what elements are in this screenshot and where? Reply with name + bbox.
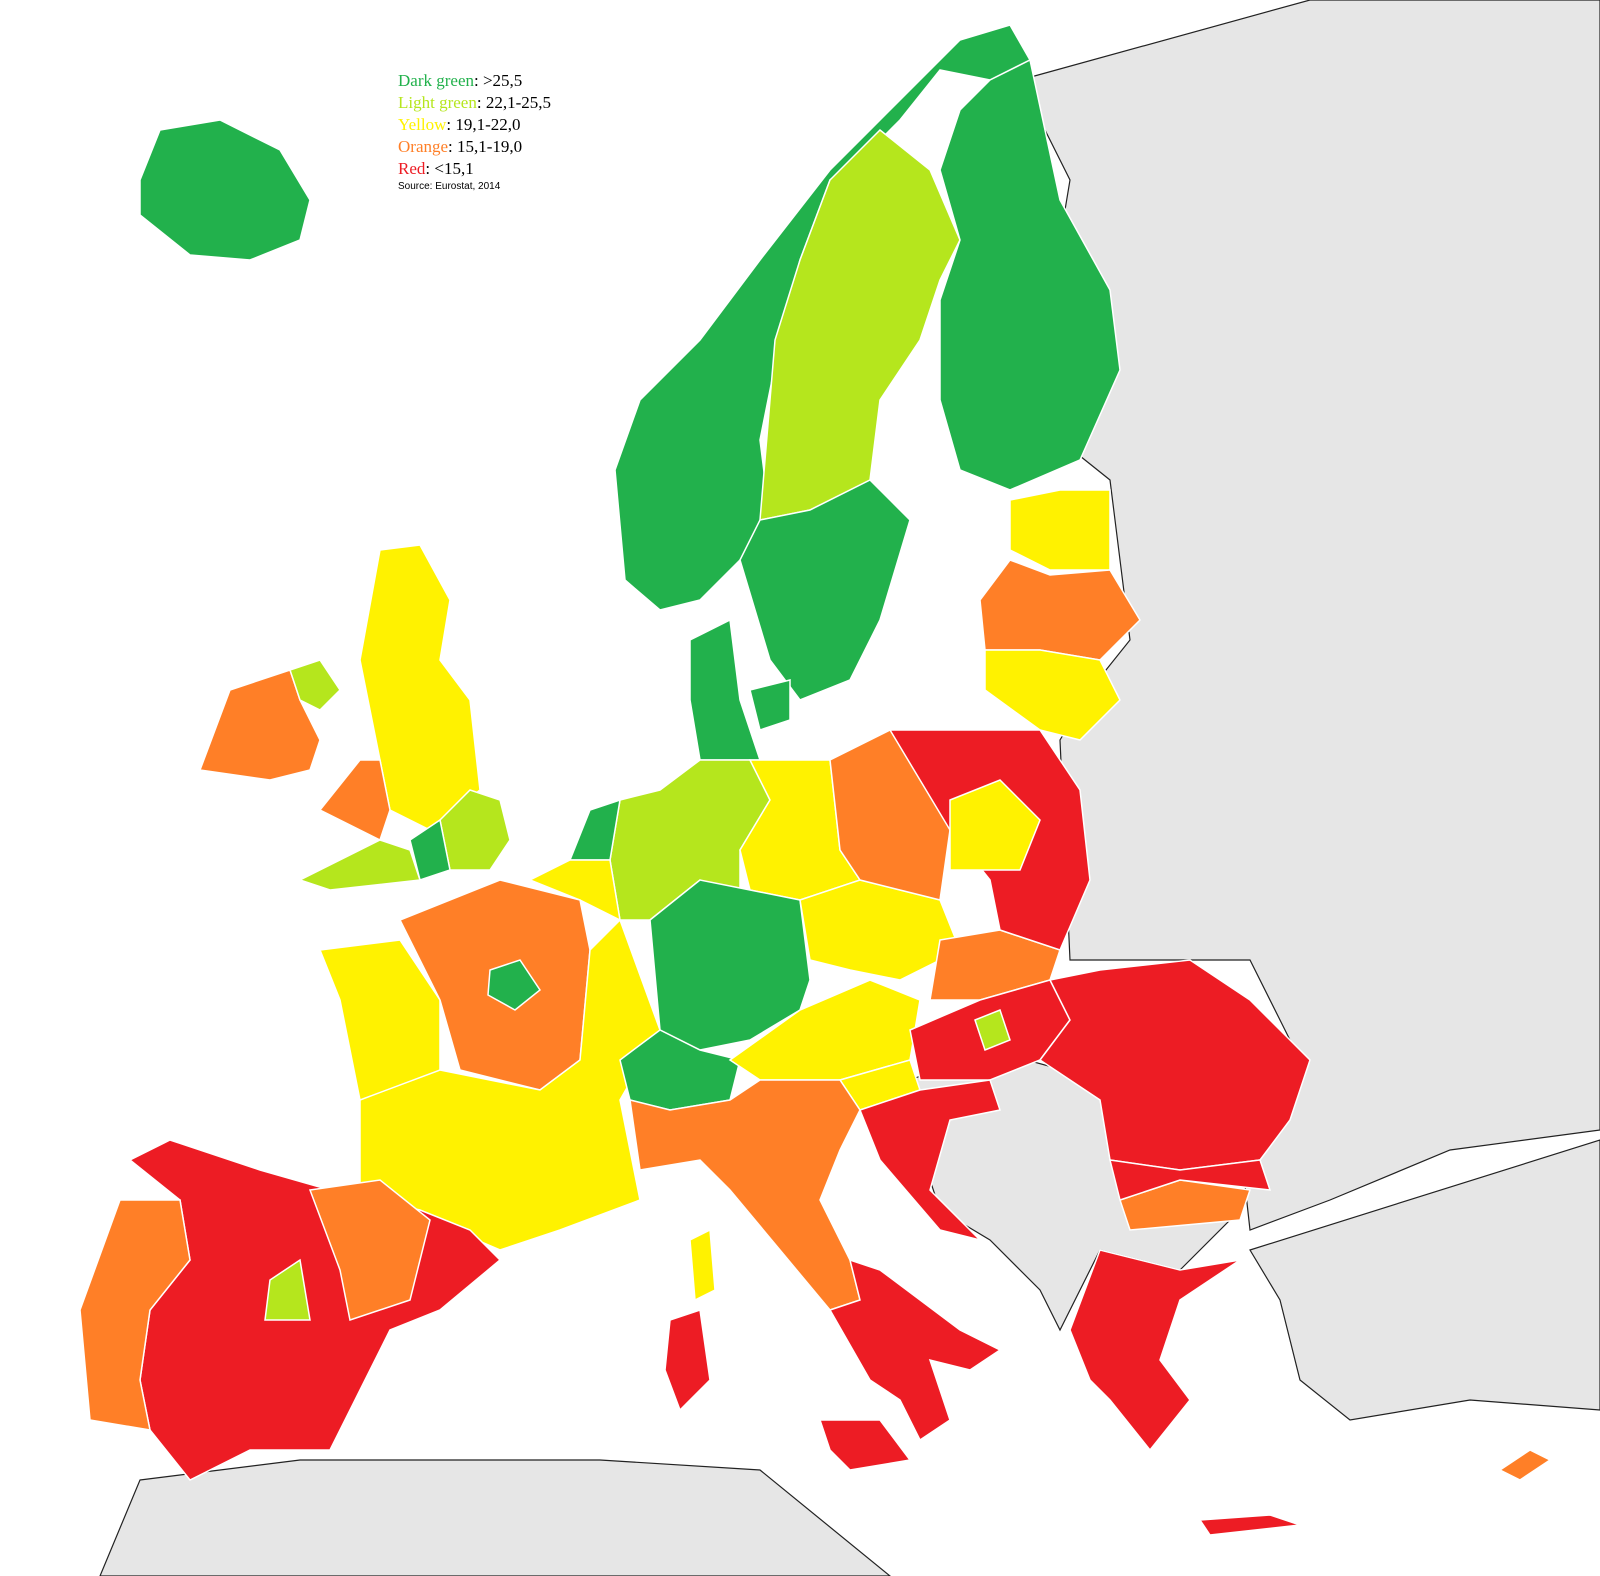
legend-range: : 19,1-22,0 (446, 115, 521, 134)
estonia (1009, 489, 1111, 571)
northern-ireland (289, 659, 341, 711)
source-note: Source: Eurostat, 2014 (398, 181, 501, 192)
sicily (818, 1419, 912, 1471)
legend-range: : >25,5 (474, 71, 523, 90)
lithuania (984, 649, 1121, 741)
greece (1069, 1249, 1241, 1452)
legend-range: : <15,1 (425, 159, 474, 178)
spain-north-east (308, 1179, 431, 1321)
legend-label: Yellow (398, 115, 447, 134)
crete (1198, 1514, 1301, 1536)
legend-label: Red (398, 159, 426, 178)
italy-north (629, 1079, 861, 1311)
sweden-north (759, 128, 961, 521)
budapest (974, 1009, 1011, 1051)
denmark-islands (749, 679, 791, 731)
madrid (264, 1258, 311, 1321)
bulgaria-south (1109, 1159, 1272, 1201)
london (409, 818, 451, 881)
legend-item: Red: <15,1 (398, 158, 551, 180)
cyprus (1498, 1449, 1552, 1481)
legend-item: Orange: 15,1-19,0 (398, 136, 551, 158)
legend-range: : 22,1-25,5 (476, 93, 551, 112)
sweden-south (739, 479, 911, 701)
iceland (139, 119, 311, 261)
turkey (1249, 1139, 1600, 1421)
ireland (198, 669, 321, 781)
wales (318, 759, 391, 842)
sardinia (664, 1309, 711, 1412)
uk-south-west (298, 839, 422, 891)
corsica (689, 1228, 716, 1302)
legend-label: Light green (398, 93, 477, 112)
latvia (979, 559, 1141, 661)
belgium (528, 859, 621, 922)
italy-south (828, 1258, 1002, 1442)
legend-item: Light green: 22,1-25,5 (398, 92, 551, 114)
legend: Dark green: >25,5 Light green: 22,1-25,5… (398, 70, 551, 194)
legend-item: Yellow: 19,1-22,0 (398, 114, 551, 136)
legend-range: : 15,1-19,0 (448, 137, 523, 156)
legend-label: Dark green (398, 71, 474, 90)
legend-label: Orange (398, 137, 449, 156)
poland-central (949, 779, 1041, 871)
finland (939, 58, 1121, 491)
croatia (859, 1079, 1001, 1242)
paris (487, 959, 542, 1011)
legend-item: Dark green: >25,5 (398, 70, 551, 92)
portugal (79, 1199, 191, 1431)
africa (99, 1459, 891, 1576)
